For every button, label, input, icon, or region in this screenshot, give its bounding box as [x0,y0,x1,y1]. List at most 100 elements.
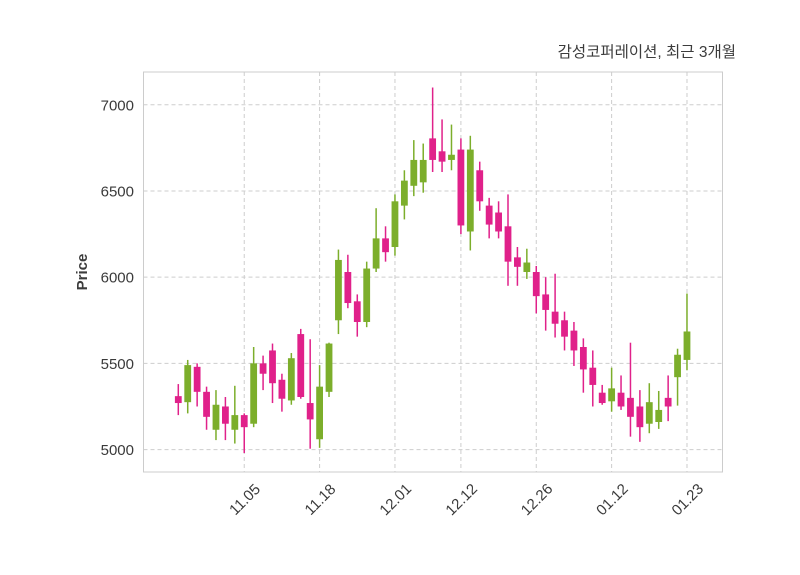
candle-layer [174,87,691,454]
y-tick-label: 6500 [101,183,134,200]
candle-body [523,262,531,272]
y-tick-label: 7000 [101,97,134,114]
candle-body [259,363,267,374]
candle-body [674,354,681,378]
candle [353,294,361,337]
candle-body [438,151,446,162]
plot-border [143,71,723,473]
candle-body [222,406,229,424]
candle-body [542,294,550,310]
candle [523,248,531,279]
candle-body [287,358,295,401]
candle [259,355,267,391]
candle-wick [234,385,236,444]
candle-body [353,301,361,322]
candle-wick [450,124,453,171]
y-tick-label: 6000 [101,270,134,287]
candle [504,194,512,286]
candle-body [532,272,540,297]
candle-body [655,409,663,422]
candle-body [683,331,691,360]
candle [551,273,559,338]
candle [664,375,672,422]
candle [269,343,276,404]
candle-body [269,350,276,384]
candle-body [335,259,342,321]
candle-body [306,403,314,420]
candle-body [391,201,399,247]
candle [391,194,399,256]
candle [476,161,484,211]
candle [589,350,597,407]
candle-body [457,149,465,226]
candle [485,197,493,239]
candle-body [372,238,380,269]
candle-body [193,366,201,392]
candle-body [636,406,644,428]
candle-body [561,320,568,337]
candle-body [514,257,521,267]
candle [683,293,691,371]
candle-body [325,343,333,392]
candle [222,397,229,441]
candle [627,342,634,437]
y-tick-label: 5000 [101,442,134,459]
candle [400,170,408,220]
candle [240,413,248,454]
candle-body [589,367,597,385]
candle [514,247,521,286]
candle [297,328,305,399]
candle-body [617,392,625,407]
candle-body [382,238,389,253]
candle [410,140,418,197]
candle-body [184,365,192,403]
candle-body [485,205,493,225]
candle-body [608,388,616,402]
candle [429,87,437,172]
candle-wick [309,339,311,449]
candle [278,373,286,412]
candle [674,348,681,406]
candle-body [448,154,455,160]
candle [570,322,578,366]
candle-body [664,397,672,407]
candle-body [278,379,286,399]
candle-body [579,347,587,370]
candle-body [495,212,502,232]
candle [382,226,389,262]
candle [608,367,616,412]
candle [579,338,587,393]
candle-body [344,272,352,304]
candle [438,119,446,172]
candle [335,249,342,335]
candle [419,143,427,193]
candle-body [297,334,305,397]
candle-body [316,386,323,440]
candle-body [598,392,606,404]
candle [448,124,455,171]
y-tick-label: 5500 [101,356,134,373]
candle-body [466,149,474,232]
candle [466,135,474,251]
candle [231,385,239,444]
candle-wick [620,375,622,410]
candle [532,265,540,314]
candle [542,277,550,331]
candle [561,311,568,351]
candle [655,390,663,429]
candle [184,359,192,414]
candle [212,390,220,441]
candle-body [212,404,220,430]
candle-body [250,363,258,424]
candle-body [570,330,578,351]
candle [316,365,323,448]
candle-body [174,396,182,404]
candle [306,339,314,449]
candle [636,390,644,442]
candle [174,384,182,416]
candle-wick [554,273,556,338]
candle [372,208,380,272]
candle-body [419,159,427,183]
